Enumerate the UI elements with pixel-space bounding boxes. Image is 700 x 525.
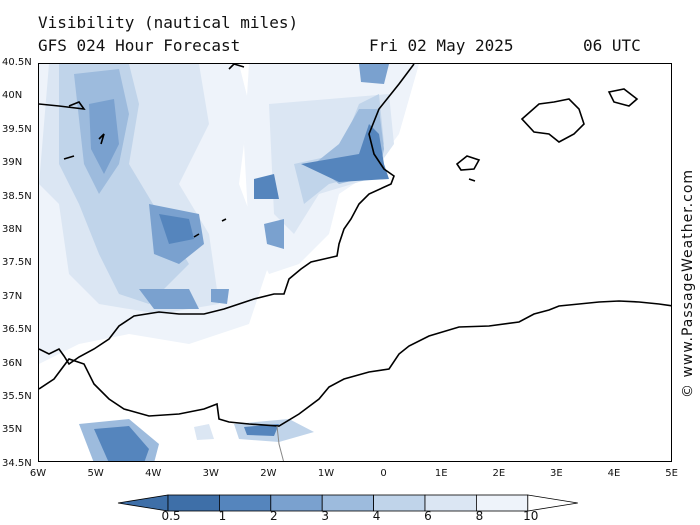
lon-tick-label: 5W: [87, 468, 104, 479]
lon-tick-label: 1W: [317, 468, 335, 479]
visibility-map: [39, 64, 671, 461]
border-line: [276, 425, 284, 461]
colorbar-high-arrow: [527, 494, 578, 512]
lon-tick-label: 1E: [434, 468, 448, 479]
colorbar-tick-label: 4: [372, 509, 381, 523]
visibility-shading: [39, 64, 419, 461]
lat-tick-label: 36N: [2, 357, 23, 369]
lat-tick-label: 39N: [2, 157, 23, 169]
colorbar-swatch: [321, 494, 375, 512]
lon-tick-label: 5E: [665, 468, 678, 479]
colorbar-tick-label: 0.5: [161, 509, 181, 523]
colorbar-tick-label: 6: [424, 509, 432, 523]
lat-tick-label: 36.5N: [2, 324, 32, 336]
forecast-date: Fri 02 May 2025: [369, 36, 514, 55]
lat-tick-label: 38.5N: [2, 190, 32, 202]
colorbar-swatch: [373, 494, 426, 512]
lon-tick-label: 4E: [607, 468, 621, 479]
colorbar-tick-label: 1: [218, 509, 227, 523]
lat-tick-label: 35.5N: [2, 391, 32, 402]
lat-tick-label: 40.5N: [2, 57, 32, 68]
colorbar-tick-label: 2: [269, 509, 278, 523]
map-panel: [38, 63, 672, 462]
forecast-time: 06 UTC: [583, 36, 641, 55]
lon-tick-label: 0: [380, 468, 387, 479]
lat-tick-label: 34.5N: [2, 457, 32, 469]
coastline: [39, 64, 671, 427]
model-label: GFS 024 Hour Forecast: [38, 36, 241, 55]
colorbar: [117, 494, 578, 512]
lon-tick-label: 2W: [260, 468, 277, 479]
colorbar-swatch: [270, 494, 323, 512]
lon-tick-label: 6W: [29, 468, 47, 479]
colorbar-tick-label: 3: [321, 509, 330, 523]
lon-tick-label: 4W: [145, 468, 162, 479]
colorbar-tick-label: 8: [475, 509, 484, 523]
colorbar-swatch: [475, 494, 529, 512]
colorbar-swatch: [424, 494, 477, 512]
lat-tick-label: 40N: [2, 90, 23, 102]
colorbar-tick-label: 10: [523, 509, 539, 523]
lat-tick-label: 37.5N: [2, 257, 32, 269]
map-title: Visibility (nautical miles): [38, 13, 299, 32]
lat-tick-label: 37N: [2, 290, 23, 302]
lon-tick-label: 2E: [492, 468, 506, 479]
lon-tick-label: 3E: [550, 468, 563, 479]
credit-text: © www.PassageWeather.com: [680, 168, 696, 398]
lon-tick-label: 3W: [202, 468, 219, 479]
lat-tick-label: 38N: [2, 224, 23, 235]
lat-tick-label: 39.5N: [2, 123, 32, 135]
colorbar-swatch: [218, 494, 272, 512]
lat-tick-label: 35N: [2, 424, 23, 436]
